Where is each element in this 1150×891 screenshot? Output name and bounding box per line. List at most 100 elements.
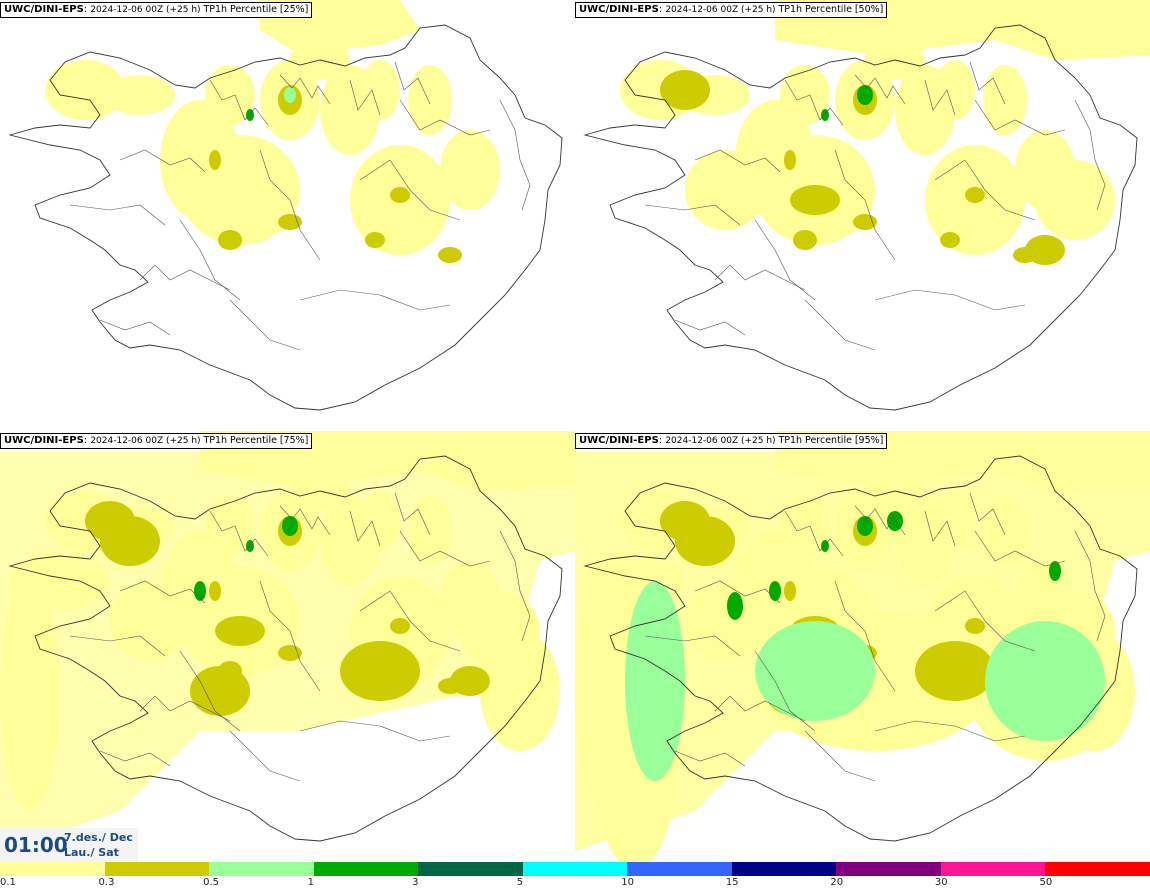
coastline xyxy=(8,455,563,842)
region-border xyxy=(259,149,321,261)
region-border xyxy=(804,299,876,351)
region-border xyxy=(804,730,876,782)
precip-cell xyxy=(209,581,221,601)
colorbar-segment xyxy=(522,862,628,876)
valid-time-box: 01:00 7.des./ Dec Lau./ Sat xyxy=(0,828,138,862)
run-label: 2024-12-06 00Z (+25 h) xyxy=(90,5,201,15)
precip-cell xyxy=(282,516,298,536)
coastline xyxy=(583,24,1138,411)
region-border xyxy=(1074,530,1106,642)
precip-cell xyxy=(105,75,175,115)
precip-cell xyxy=(1035,160,1115,240)
precip-cell xyxy=(915,641,995,701)
colorbar-segment xyxy=(104,862,210,876)
param-label: TP1h Percentile xyxy=(778,4,852,15)
colorbar-tick-label: 50 xyxy=(1039,877,1053,888)
colorbar-tick-label: 5 xyxy=(516,877,524,888)
precip-cell xyxy=(278,214,302,230)
region-border xyxy=(359,159,461,221)
region-border xyxy=(139,695,231,722)
region-border xyxy=(969,61,1006,105)
region-border xyxy=(754,650,816,732)
region-border xyxy=(969,492,1006,536)
region-border xyxy=(399,99,491,136)
region-border xyxy=(934,590,1036,652)
region-border xyxy=(119,580,206,604)
region-border xyxy=(69,204,166,226)
region-border xyxy=(179,219,241,301)
colorbar-segment xyxy=(418,862,523,876)
precip-cell xyxy=(857,516,873,536)
region-border xyxy=(754,219,816,301)
precip-cell xyxy=(365,232,385,248)
valid-day: Lau./ Sat xyxy=(64,846,119,859)
precip-cell xyxy=(940,232,960,248)
region-border xyxy=(349,510,381,547)
run-label: 2024-12-06 00Z (+25 h) xyxy=(665,5,776,15)
precip-cell xyxy=(965,187,985,203)
precip-cell xyxy=(793,230,817,250)
region-border xyxy=(694,580,781,604)
precip-cell xyxy=(784,150,796,170)
precip-cell xyxy=(935,491,975,551)
panel-title: UWC/DINI-EPS: 2024-12-06 00Z (+25 h) TP1… xyxy=(0,433,313,449)
model-label: UWC/DINI-EPS xyxy=(4,435,84,446)
colorbar-tick-label: 0.1 xyxy=(0,877,16,888)
region-border xyxy=(784,510,844,557)
precip-map-p25 xyxy=(8,0,563,411)
precip-cell xyxy=(965,618,985,634)
region-border xyxy=(349,79,381,116)
coastline xyxy=(8,24,563,411)
colorbar-tick-label: 30 xyxy=(934,877,948,888)
model-label: UWC/DINI-EPS xyxy=(4,4,84,15)
region-border xyxy=(179,650,241,732)
map-panel-p75: UWC/DINI-EPS: 2024-12-06 00Z (+25 h) TP1… xyxy=(0,431,575,862)
colorbar-tick-label: 0.5 xyxy=(203,877,219,888)
panel-title: UWC/DINI-EPS: 2024-12-06 00Z (+25 h) TP1… xyxy=(575,2,888,18)
colorbar-tick-label: 3 xyxy=(412,877,419,888)
param-label: TP1h Percentile xyxy=(203,4,277,15)
percentile-label: [95%] xyxy=(854,435,884,446)
precip-cell xyxy=(45,60,125,120)
precip-cell xyxy=(685,150,765,230)
region-border xyxy=(394,492,431,536)
colorbar-tick-label: 0.3 xyxy=(98,877,115,888)
panel-title: UWC/DINI-EPS: 2024-12-06 00Z (+25 h) TP1… xyxy=(575,433,888,449)
region-border xyxy=(399,530,491,567)
region-border xyxy=(359,590,461,652)
colorbar-segment xyxy=(627,862,732,876)
region-border xyxy=(499,99,531,211)
region-border xyxy=(934,159,1036,221)
precip-cell xyxy=(685,581,765,661)
region-border xyxy=(209,79,269,126)
precip-cell xyxy=(660,70,710,110)
colorbar-segment xyxy=(731,862,837,876)
precip-cell xyxy=(935,60,975,120)
region-border xyxy=(974,99,1066,136)
region-border xyxy=(299,720,451,742)
region-border xyxy=(259,580,321,692)
model-label: UWC/DINI-EPS xyxy=(579,435,659,446)
region-border xyxy=(394,61,431,105)
valid-date: 7.des./ Dec xyxy=(64,831,133,844)
region-border xyxy=(674,319,746,336)
percentile-label: [25%] xyxy=(279,4,309,15)
region-border xyxy=(874,289,1026,311)
precip-cell xyxy=(408,65,452,135)
precip-cell xyxy=(215,616,265,646)
map-panel-p95: UWC/DINI-EPS: 2024-12-06 00Z (+25 h) TP1… xyxy=(575,431,1150,862)
region-border xyxy=(69,635,166,657)
region-border xyxy=(299,289,451,311)
region-border xyxy=(99,319,171,336)
region-border xyxy=(139,264,231,291)
region-border xyxy=(714,695,806,722)
region-border xyxy=(854,74,906,105)
region-border xyxy=(674,750,746,767)
region-border xyxy=(209,510,269,557)
precip-cell xyxy=(209,150,221,170)
model-label: UWC/DINI-EPS xyxy=(579,4,659,15)
precip-cell xyxy=(360,60,400,120)
region-border xyxy=(924,510,956,547)
precip-map-p50 xyxy=(583,0,1150,411)
region-border xyxy=(119,149,206,173)
